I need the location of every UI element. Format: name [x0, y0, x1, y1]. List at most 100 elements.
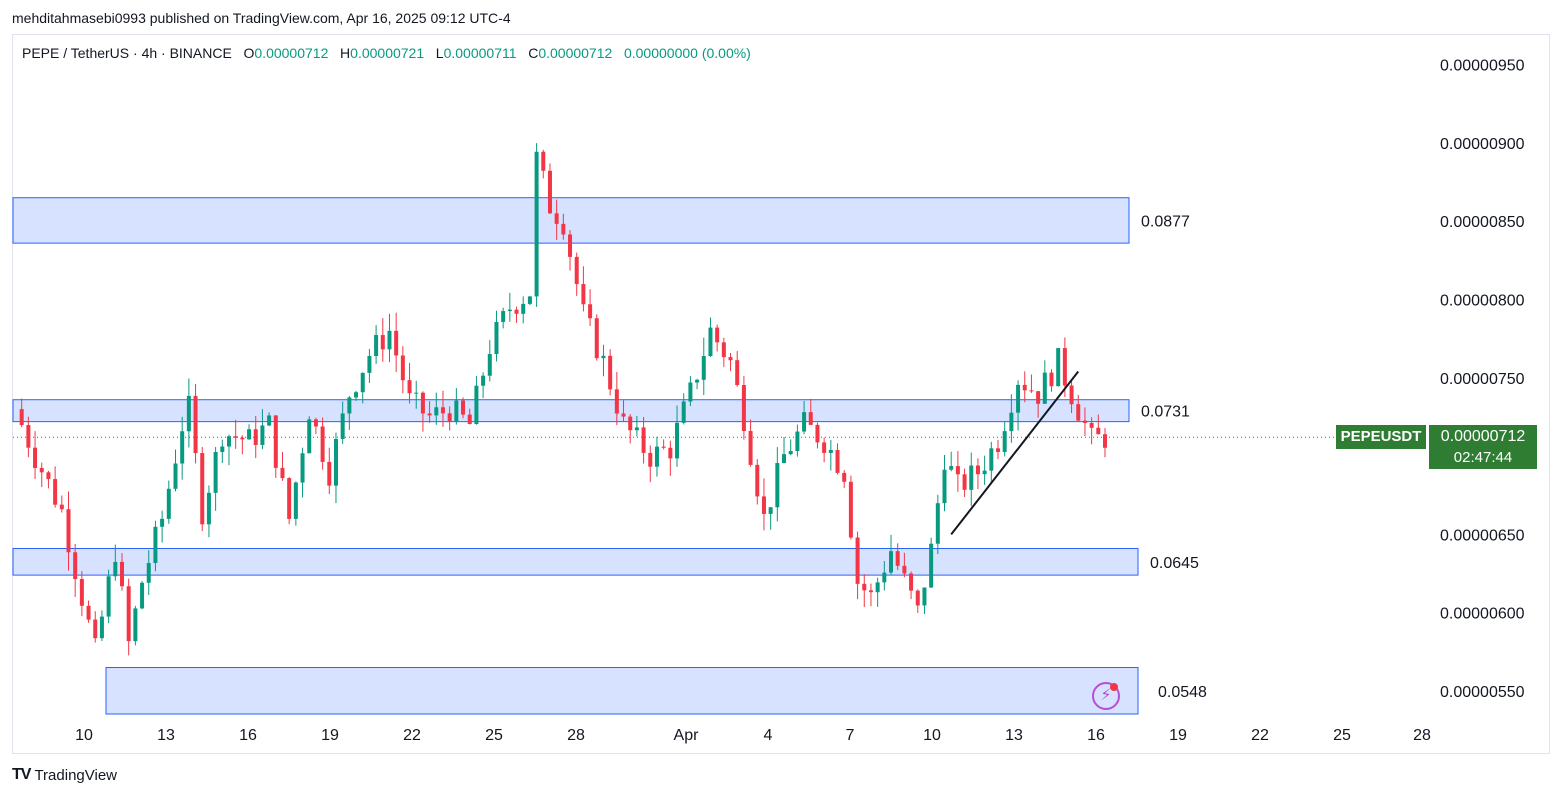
candle-body [621, 413, 626, 417]
bar-countdown: 02:47:44 [1453, 449, 1513, 466]
time-axis-label: 19 [321, 727, 339, 744]
chart-legend: PEPE / TetherUS · 4h · BINANCE O0.000007… [22, 45, 751, 61]
candle-body [695, 379, 700, 383]
published-line: mehditahmasebi0993 published on TradingV… [12, 10, 511, 26]
candle-body [166, 488, 171, 519]
candle-body [935, 503, 940, 544]
candle-body [527, 296, 532, 304]
candle-body [360, 372, 365, 393]
time-axis-label: 28 [1413, 727, 1431, 744]
candle-body [146, 562, 151, 583]
candle-body [521, 303, 526, 314]
candle-body [461, 400, 466, 415]
candle-body [1082, 420, 1087, 423]
candle-body [828, 449, 833, 453]
candle-body [1076, 404, 1081, 421]
candle-body [186, 395, 191, 432]
candle-body [173, 463, 178, 489]
candle-body [1069, 385, 1074, 405]
candle-body [420, 392, 425, 414]
candle-body [180, 431, 185, 464]
time-axis-label: 19 [1169, 727, 1187, 744]
candle-body [113, 561, 118, 577]
time-axis-label: 25 [1333, 727, 1351, 744]
candle-body [668, 447, 673, 459]
candle-body [1056, 348, 1061, 387]
time-axis-label: Apr [674, 727, 700, 744]
chart-pane[interactable] [12, 34, 1550, 754]
trendline [950, 370, 1080, 536]
candle-body [374, 335, 379, 357]
candle-body [561, 223, 566, 235]
candle-body [735, 360, 740, 386]
tradingview-logo[interactable]: TV TradingView [12, 766, 117, 784]
candle-body [1036, 391, 1041, 404]
candle-body [400, 355, 405, 381]
candle-body [748, 431, 753, 465]
legend-open: 0.00000712 [254, 45, 329, 61]
candle-body [842, 472, 847, 482]
zone-rect-3 [105, 667, 1139, 715]
candle-body [721, 342, 726, 358]
lightning-icon[interactable]: ⚡ [1092, 682, 1120, 710]
candle-body [848, 481, 853, 538]
legend-close-key: C [528, 45, 539, 61]
candle-body [514, 309, 519, 314]
candle-body [293, 482, 298, 519]
candle-body [39, 467, 44, 473]
candle-body [380, 335, 385, 350]
candle-body [200, 453, 205, 525]
footer-brand: TradingView [34, 766, 117, 784]
candle-body [73, 552, 78, 580]
time-axis-label: 13 [157, 727, 175, 744]
candle-body [454, 400, 459, 422]
candle-body [307, 419, 312, 454]
candle-body [534, 151, 539, 297]
zone-label-1: 0.0731 [1141, 404, 1190, 421]
candle-body [614, 389, 619, 414]
candle-body [949, 466, 954, 470]
candle-body [153, 526, 158, 563]
candle-body [320, 426, 325, 462]
candle-body [260, 425, 265, 445]
price-axis-label: 0.00000550 [1440, 684, 1525, 701]
candle-body [741, 385, 746, 432]
candle-body [26, 425, 31, 448]
price-axis-label: 0.00000850 [1440, 214, 1525, 231]
candle-body [434, 407, 439, 416]
candle-body [1009, 412, 1014, 432]
candle-body [1042, 372, 1047, 404]
candle-body [233, 436, 238, 438]
current-price: 0.00000712 [1440, 428, 1526, 445]
candle-body [681, 401, 686, 423]
candle-body [608, 355, 613, 390]
legend-symbol[interactable]: PEPE / TetherUS · 4h · BINANCE [22, 45, 232, 61]
candle-body [909, 573, 914, 591]
zone-label-2: 0.0645 [1150, 555, 1199, 572]
candle-body [761, 496, 766, 514]
candle-body [119, 561, 124, 587]
candle-body [507, 309, 512, 312]
candle-body [634, 427, 639, 431]
candle-body [955, 466, 960, 475]
tv-logo-icon: TV [12, 766, 31, 783]
candle-body [708, 327, 713, 357]
candle-body [815, 424, 820, 443]
candle-body [802, 412, 807, 432]
candle-body [715, 327, 720, 343]
candle-body [1089, 422, 1094, 428]
time-axis-label: 7 [846, 727, 855, 744]
candle-body [822, 442, 827, 453]
candle-body [387, 330, 392, 350]
candle-body [1016, 384, 1021, 413]
candle-body [989, 448, 994, 471]
candle-body [922, 587, 927, 606]
candle-body [601, 355, 606, 359]
candle-body [160, 518, 165, 527]
candle-body [53, 479, 58, 505]
candle-body [701, 356, 706, 380]
candle-body [226, 436, 231, 447]
candle-body [487, 354, 492, 376]
candle-body [788, 451, 793, 455]
